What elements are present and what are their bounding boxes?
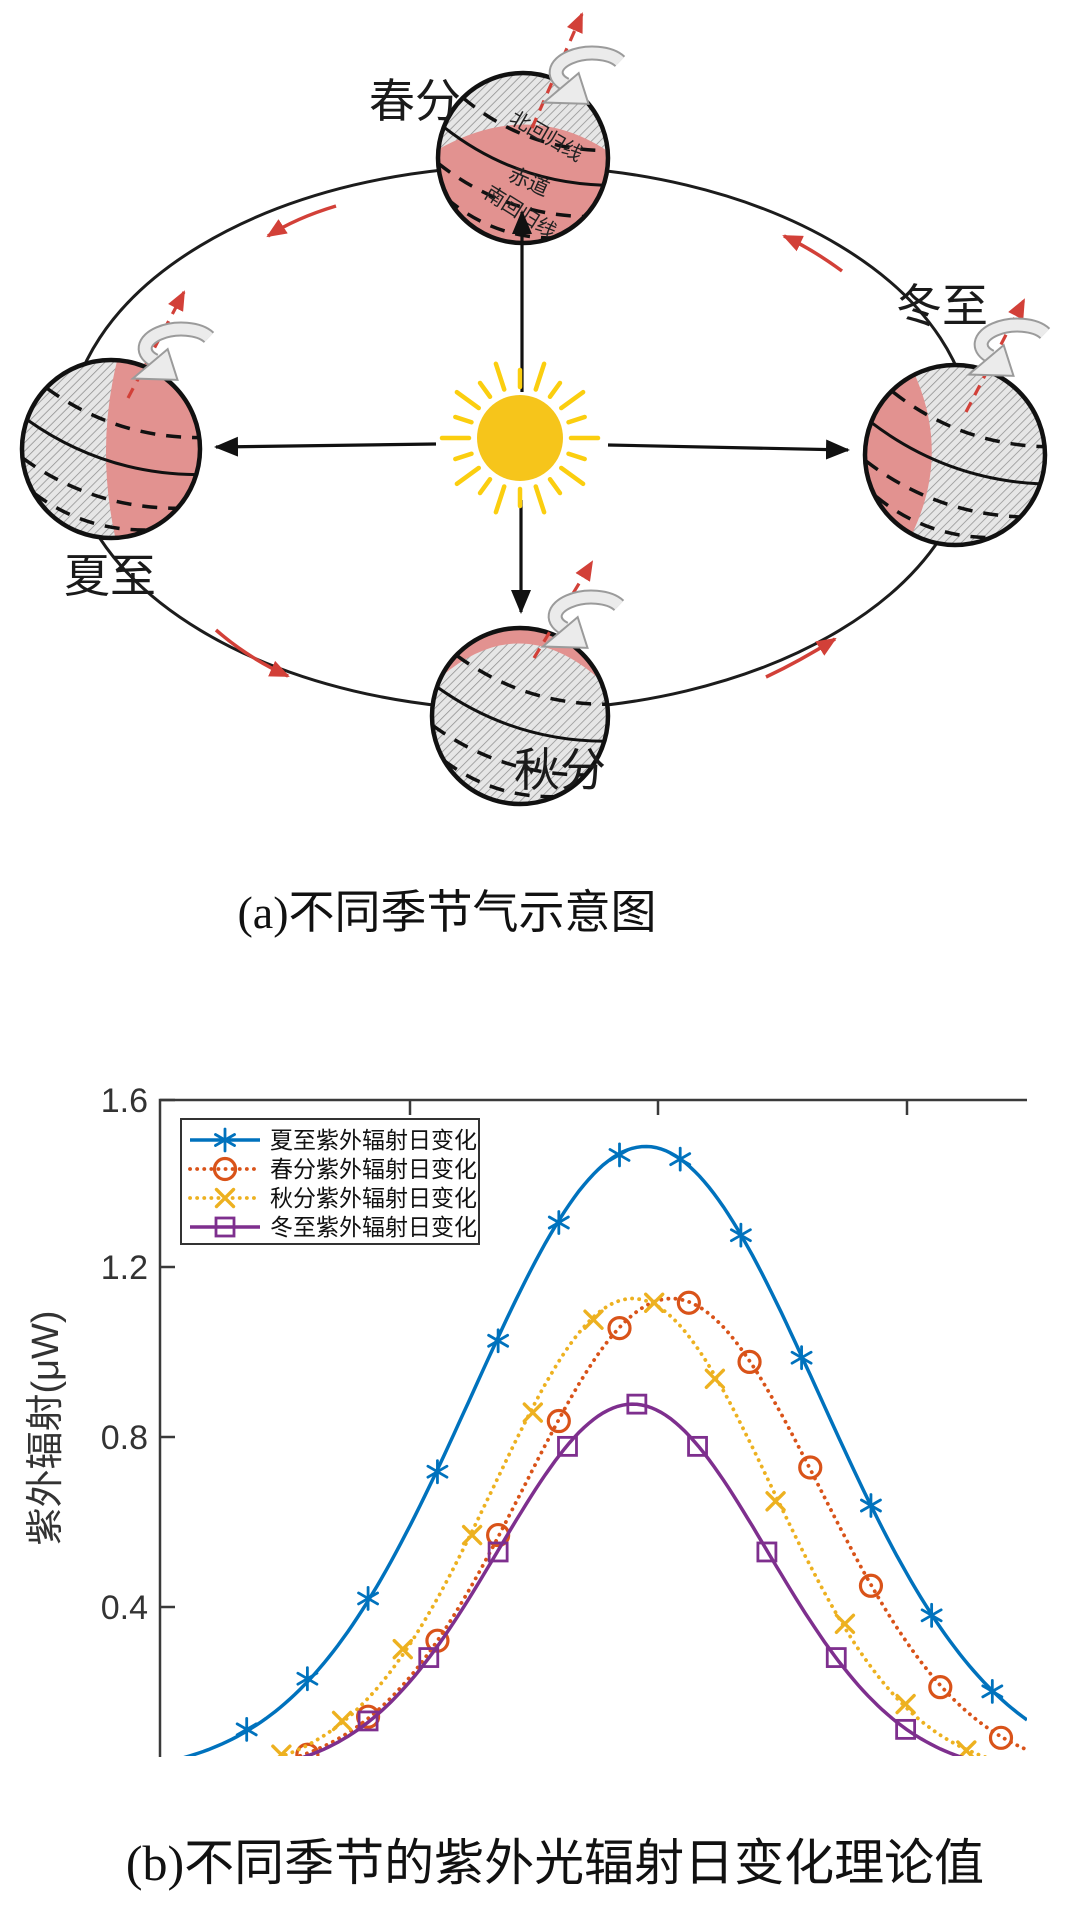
- series-line: [301, 1402, 964, 1756]
- series-markers: [235, 1142, 1004, 1742]
- series-line: [183, 1144, 1027, 1756]
- y-tick-labels: 1.6 1.2 0.8 0.4: [101, 1082, 148, 1627]
- ytick-0.4: 0.4: [101, 1589, 148, 1627]
- ytick-1.2: 1.2: [101, 1249, 148, 1287]
- ytick-1.6: 1.6: [101, 1082, 148, 1120]
- uv-chart: 1.6 1.2 0.8 0.4 紫外辐射(μW) 夏至紫外辐射日变化 春分紫外辐…: [25, 1082, 1027, 1757]
- legend-label-autumn: 秋分紫外辐射日变化: [270, 1186, 477, 1211]
- legend-label-spring: 春分紫外辐射日变化: [270, 1157, 477, 1182]
- ytick-0.8: 0.8: [101, 1419, 148, 1457]
- chart-curves: [183, 1142, 1027, 1756]
- rotation-axis-summer-icon: [126, 290, 186, 399]
- legend: 夏至紫外辐射日变化 春分紫外辐射日变化 秋分紫外辐射日变化 冬至紫外辐射日变化: [180, 1118, 480, 1245]
- caption-b: (b)不同季节的紫外光辐射日变化理论值: [126, 1835, 984, 1891]
- series-line: [276, 1296, 989, 1756]
- globe-spring: 北回归线 赤道 南回归线: [435, 70, 611, 246]
- caption-a: (a)不同季节气示意图: [237, 887, 656, 938]
- orbit-direction-arrows: [214, 204, 844, 679]
- legend-label-summer: 夏至紫外辐射日变化: [270, 1128, 477, 1153]
- orbit-arrow-top-left-icon: [266, 204, 337, 238]
- y-ticks: [160, 1098, 175, 1609]
- orbit-arrow-top-right-icon: [782, 234, 844, 273]
- globe-summer: [19, 357, 203, 541]
- season-label-winter: 冬至: [896, 281, 988, 332]
- legend-samples: [188, 1127, 262, 1238]
- season-label-spring: 春分: [369, 76, 461, 127]
- series-markers: [357, 1393, 917, 1740]
- seasons-diagram: 北回归线 赤道 南回归线 春分 夏至: [19, 12, 1053, 807]
- sunlight-arrows: [214, 210, 850, 614]
- globe-winter: [862, 362, 1048, 548]
- sun-rays: [439, 361, 601, 515]
- sun-icon: [439, 361, 601, 515]
- orbit-arrow-bottom-left-icon: [214, 628, 290, 678]
- series-markers: [295, 1290, 1014, 1756]
- y-axis-label: 紫外辐射(μW): [25, 1310, 67, 1545]
- sunlit-crescent: [865, 375, 932, 534]
- x-ticks-top: [408, 1100, 909, 1115]
- series-line: [293, 1296, 1027, 1756]
- globe-autumn: [429, 625, 611, 807]
- orbit-arrow-bottom-right-icon: [765, 637, 837, 679]
- season-label-autumn: 秋分: [514, 745, 606, 796]
- series-markers: [271, 1292, 977, 1756]
- sun-arrow-right-icon: [607, 439, 850, 460]
- sun-arrow-left-icon: [214, 436, 437, 457]
- season-label-summer: 夏至: [64, 551, 156, 602]
- legend-label-winter: 冬至紫外辐射日变化: [270, 1215, 477, 1240]
